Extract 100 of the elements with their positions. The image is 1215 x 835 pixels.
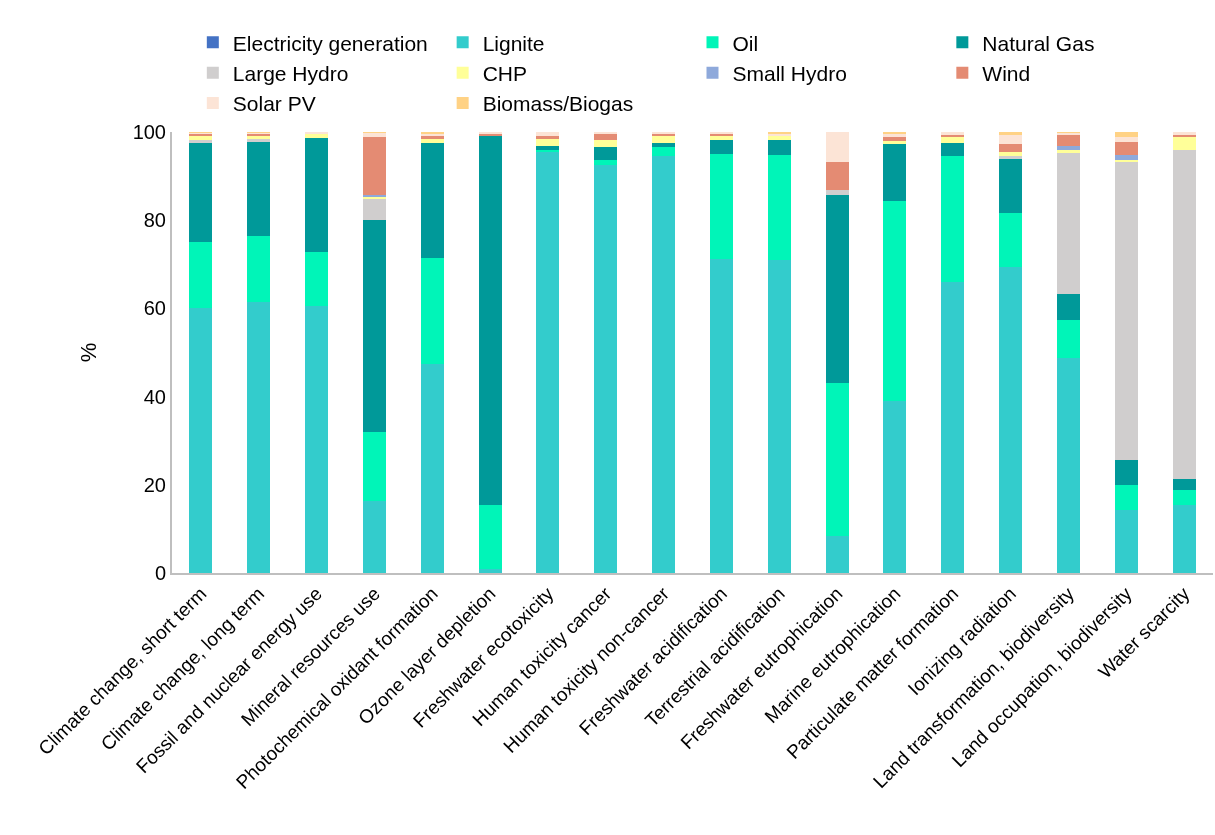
bar bbox=[594, 134, 618, 140]
bar bbox=[420, 138, 444, 144]
y-tick-label: 0 bbox=[154, 562, 166, 584]
bar bbox=[1056, 152, 1080, 294]
bar bbox=[709, 259, 733, 573]
bar bbox=[594, 146, 618, 160]
bar bbox=[883, 137, 907, 142]
bar bbox=[883, 401, 907, 573]
y-tick-label: 60 bbox=[143, 297, 166, 320]
bar bbox=[883, 144, 907, 202]
bar bbox=[999, 213, 1023, 267]
bar bbox=[1114, 460, 1138, 485]
bar bbox=[999, 156, 1023, 159]
bar bbox=[247, 142, 271, 236]
bar bbox=[1172, 136, 1196, 151]
bar bbox=[1172, 150, 1196, 480]
bar bbox=[536, 151, 560, 573]
bar bbox=[189, 308, 213, 573]
bar bbox=[825, 161, 849, 191]
bar bbox=[709, 154, 733, 260]
bar bbox=[825, 535, 849, 573]
bar bbox=[941, 137, 965, 143]
bar bbox=[883, 201, 907, 402]
bar bbox=[999, 132, 1023, 135]
bar bbox=[767, 139, 791, 155]
bar bbox=[247, 235, 271, 302]
legend-label: Small Hydro bbox=[732, 61, 847, 85]
bar bbox=[999, 144, 1023, 152]
bar bbox=[362, 137, 386, 195]
y-tick-label: 20 bbox=[143, 473, 166, 496]
bar bbox=[478, 505, 502, 569]
legend-label: Lignite bbox=[482, 31, 545, 55]
bar bbox=[420, 143, 444, 259]
bar bbox=[941, 281, 965, 573]
legend-label: Natural Gas bbox=[982, 31, 1095, 55]
legend-label: Solar PV bbox=[232, 92, 316, 116]
legend-label: Large Hydro bbox=[232, 61, 349, 85]
bar bbox=[825, 132, 849, 162]
bar bbox=[825, 382, 849, 536]
bar bbox=[362, 198, 386, 221]
bar bbox=[1114, 141, 1138, 155]
y-axis-title: % bbox=[75, 342, 101, 363]
bar bbox=[1114, 509, 1138, 573]
bar bbox=[594, 139, 618, 147]
bar bbox=[767, 154, 791, 260]
bar bbox=[536, 132, 560, 137]
bar bbox=[305, 138, 329, 252]
y-tick-label: 40 bbox=[143, 385, 166, 408]
bar bbox=[1056, 293, 1080, 321]
bar bbox=[536, 136, 560, 140]
bar bbox=[189, 242, 213, 309]
bar bbox=[362, 431, 386, 502]
bar bbox=[594, 132, 618, 135]
bar bbox=[1056, 145, 1080, 150]
bar bbox=[420, 258, 444, 365]
bar bbox=[941, 142, 965, 156]
bar bbox=[1114, 484, 1138, 510]
bar bbox=[362, 501, 386, 573]
bar bbox=[305, 251, 329, 307]
legend-label: CHP bbox=[482, 61, 527, 85]
bar bbox=[999, 266, 1023, 573]
bar bbox=[1056, 358, 1080, 573]
bar bbox=[825, 195, 849, 383]
bar bbox=[825, 190, 849, 196]
bar bbox=[709, 139, 733, 155]
bar bbox=[652, 146, 676, 156]
bar bbox=[1114, 154, 1138, 160]
bar bbox=[1114, 136, 1138, 142]
bar bbox=[362, 132, 386, 138]
bar bbox=[1056, 320, 1080, 359]
bar bbox=[883, 141, 907, 145]
y-tick-label: 80 bbox=[143, 209, 166, 232]
bar bbox=[1056, 149, 1080, 153]
bar bbox=[1114, 132, 1138, 137]
bar bbox=[594, 159, 618, 166]
bar bbox=[941, 155, 965, 282]
bar bbox=[652, 143, 676, 147]
legend-label: Electricity generation bbox=[232, 31, 428, 55]
bar bbox=[1056, 135, 1080, 146]
bar bbox=[594, 165, 618, 573]
bar bbox=[478, 136, 502, 506]
bar bbox=[999, 158, 1023, 214]
bar bbox=[652, 135, 676, 144]
bar bbox=[536, 139, 560, 147]
y-tick-label: 100 bbox=[132, 121, 166, 143]
bar bbox=[1114, 161, 1138, 461]
bar bbox=[652, 155, 676, 573]
bar bbox=[247, 301, 271, 573]
bar bbox=[420, 364, 444, 573]
bar bbox=[999, 151, 1023, 157]
legend-label: Biomass/Biogas bbox=[482, 92, 634, 116]
bar bbox=[1172, 479, 1196, 490]
bar bbox=[362, 220, 386, 432]
legend-label: Wind bbox=[982, 61, 1031, 85]
bar bbox=[1172, 504, 1196, 573]
bar bbox=[767, 259, 791, 573]
bar bbox=[767, 135, 791, 140]
bar bbox=[1114, 159, 1138, 162]
bar bbox=[999, 134, 1023, 145]
bar bbox=[189, 143, 213, 243]
